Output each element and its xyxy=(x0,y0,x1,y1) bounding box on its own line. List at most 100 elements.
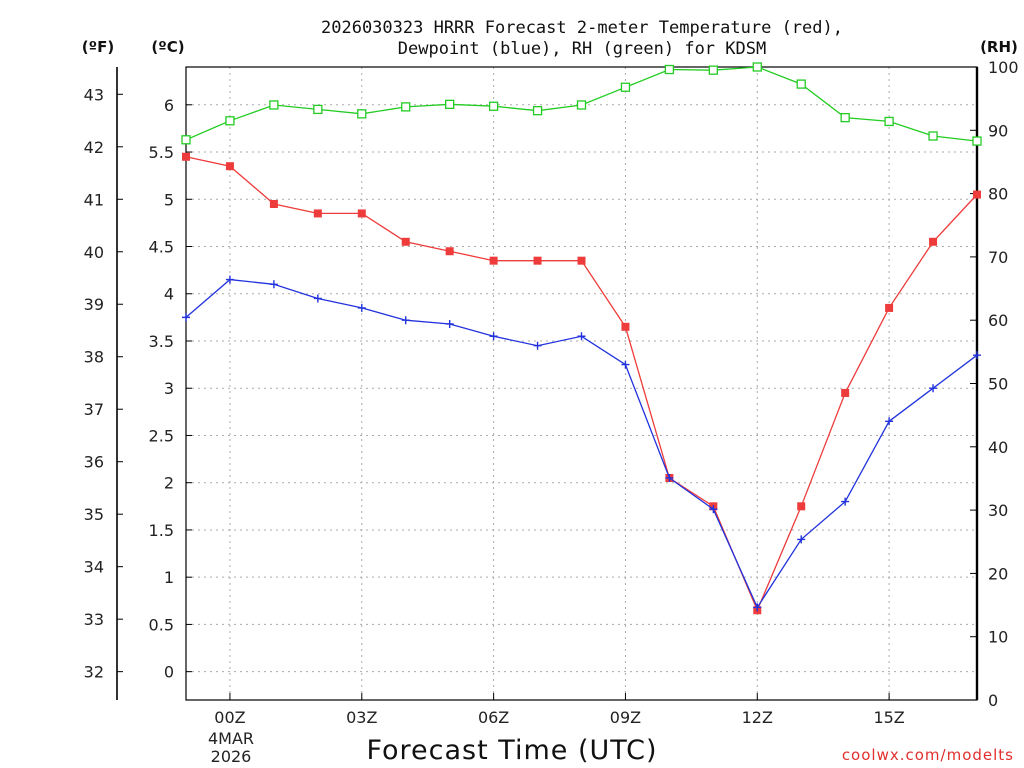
rh-point xyxy=(840,112,850,123)
rh-tick-label: 20 xyxy=(988,564,1008,583)
rh-point xyxy=(620,82,631,92)
celsius-tick-label: 3 xyxy=(164,379,174,398)
x-tick-label: 09Z xyxy=(610,708,641,727)
x-tick-label: 15Z xyxy=(873,708,904,727)
temperature-point xyxy=(577,256,586,265)
celsius-tick-label: 1 xyxy=(164,568,174,587)
celsius-tick-label: 0.5 xyxy=(149,615,174,634)
dewpoint-point xyxy=(269,280,278,289)
dewpoint-point xyxy=(621,360,630,369)
temperature-point xyxy=(489,256,498,265)
axes xyxy=(116,66,979,701)
celsius-tick-label: 4 xyxy=(164,285,174,304)
temperature-point xyxy=(182,152,190,161)
celsius-tick-label: 4.5 xyxy=(149,238,174,257)
dewpoint-point xyxy=(665,473,674,482)
fahrenheit-tick-label: 43 xyxy=(84,85,104,104)
dewpoint-point xyxy=(445,319,454,328)
rh-tick-label: 60 xyxy=(988,311,1008,330)
data-series xyxy=(181,62,982,615)
fahrenheit-tick-label: 42 xyxy=(84,138,104,157)
gridlines xyxy=(186,67,977,700)
celsius-tick-label: 2.5 xyxy=(149,426,174,445)
rh-tick-label: 40 xyxy=(988,438,1008,457)
x-tick-label: 06Z xyxy=(478,708,509,727)
celsius-tick-label: 5.5 xyxy=(149,143,174,162)
rh-point xyxy=(796,79,806,89)
temperature-point xyxy=(445,247,454,256)
celsius-tick-label: 2 xyxy=(164,474,174,493)
source-credit: coolwx.com/modelts xyxy=(842,746,1014,764)
rh-point xyxy=(664,64,675,75)
dewpoint-point xyxy=(753,603,762,612)
rh-point xyxy=(972,136,982,146)
date-label-year: 2026 xyxy=(211,747,252,766)
dewpoint-point xyxy=(357,303,366,312)
fahrenheit-tick-label: 37 xyxy=(84,400,104,419)
rh-tick-label: 0 xyxy=(988,691,998,710)
dewpoint-point xyxy=(929,384,938,393)
temperature-point xyxy=(269,199,278,208)
rh-point xyxy=(752,62,762,72)
temperature-point xyxy=(797,502,806,511)
x-tick-label: 00Z xyxy=(214,708,245,727)
fahrenheit-tick-label: 33 xyxy=(84,610,104,629)
celsius-unit-label: (ºC) xyxy=(151,38,184,56)
temperature-point xyxy=(313,209,322,218)
celsius-tick-label: 6 xyxy=(164,96,174,115)
dewpoint-point xyxy=(401,316,410,325)
rh-point xyxy=(532,106,543,116)
dewpoint-point xyxy=(225,275,234,284)
rh-point xyxy=(313,104,323,115)
temperature-point xyxy=(885,303,894,312)
dewpoint-point xyxy=(885,417,894,426)
rh-tick-label: 80 xyxy=(988,185,1008,204)
rh-point xyxy=(928,131,938,141)
temperature-point xyxy=(225,162,234,171)
dewpoint-point xyxy=(313,294,322,303)
rh-point xyxy=(181,135,191,145)
fahrenheit-tick-label: 36 xyxy=(84,453,104,472)
temperature-point xyxy=(973,190,981,199)
rh-tick-label: 90 xyxy=(988,121,1008,140)
fahrenheit-tick-label: 34 xyxy=(84,558,104,577)
rh-tick-label: 50 xyxy=(988,375,1008,394)
celsius-tick-label: 3.5 xyxy=(149,332,174,351)
temperature-point xyxy=(357,209,366,218)
x-tick-label: 03Z xyxy=(346,708,377,727)
dewpoint-point xyxy=(973,351,981,360)
dewpoint-point xyxy=(533,341,542,350)
fahrenheit-tick-label: 32 xyxy=(84,663,104,682)
rh-unit-label: (RH) xyxy=(980,38,1018,56)
celsius-tick-label: 1.5 xyxy=(149,521,174,540)
plot-frame xyxy=(185,66,978,701)
fahrenheit-tick-label: 35 xyxy=(84,505,104,524)
rh-point xyxy=(576,100,587,110)
tick-labels: 0 0.5 1 1.5 2 2.5 3 3.5 4 4.5 5 5.5 6 32 33 34 35 36 37 38 3… xyxy=(84,58,1019,727)
date-label-day: 4MAR xyxy=(208,729,254,748)
temperature-point xyxy=(533,256,542,265)
chart-title-line2: Dewpoint (blue), RH (green) for KDSM xyxy=(398,39,766,59)
fahrenheit-unit-label: (ºF) xyxy=(82,38,114,56)
fahrenheit-tick-label: 41 xyxy=(84,190,104,209)
rh-point xyxy=(225,116,235,126)
rh-point xyxy=(357,109,367,119)
rh-tick-label: 10 xyxy=(988,628,1008,647)
temperature-point xyxy=(621,322,630,331)
rh-point xyxy=(708,65,718,75)
x-axis-title: Forecast Time (UTC) xyxy=(366,735,657,766)
rh-point xyxy=(401,102,411,112)
dewpoint-point xyxy=(797,535,806,544)
fahrenheit-tick-label: 40 xyxy=(84,243,104,262)
rh-tick-label: 70 xyxy=(988,248,1008,267)
rh-tick-label: 100 xyxy=(988,58,1019,77)
dewpoint-point xyxy=(489,332,498,341)
rh-point xyxy=(445,99,455,109)
rh-point xyxy=(884,116,894,127)
dewpoint-point xyxy=(182,313,190,322)
chart-title-line1: 2026030323 HRRR Forecast 2-meter Tempera… xyxy=(321,18,843,38)
x-tick-label: 12Z xyxy=(742,708,773,727)
dewpoint-point xyxy=(709,505,718,514)
dewpoint-point xyxy=(841,497,850,506)
